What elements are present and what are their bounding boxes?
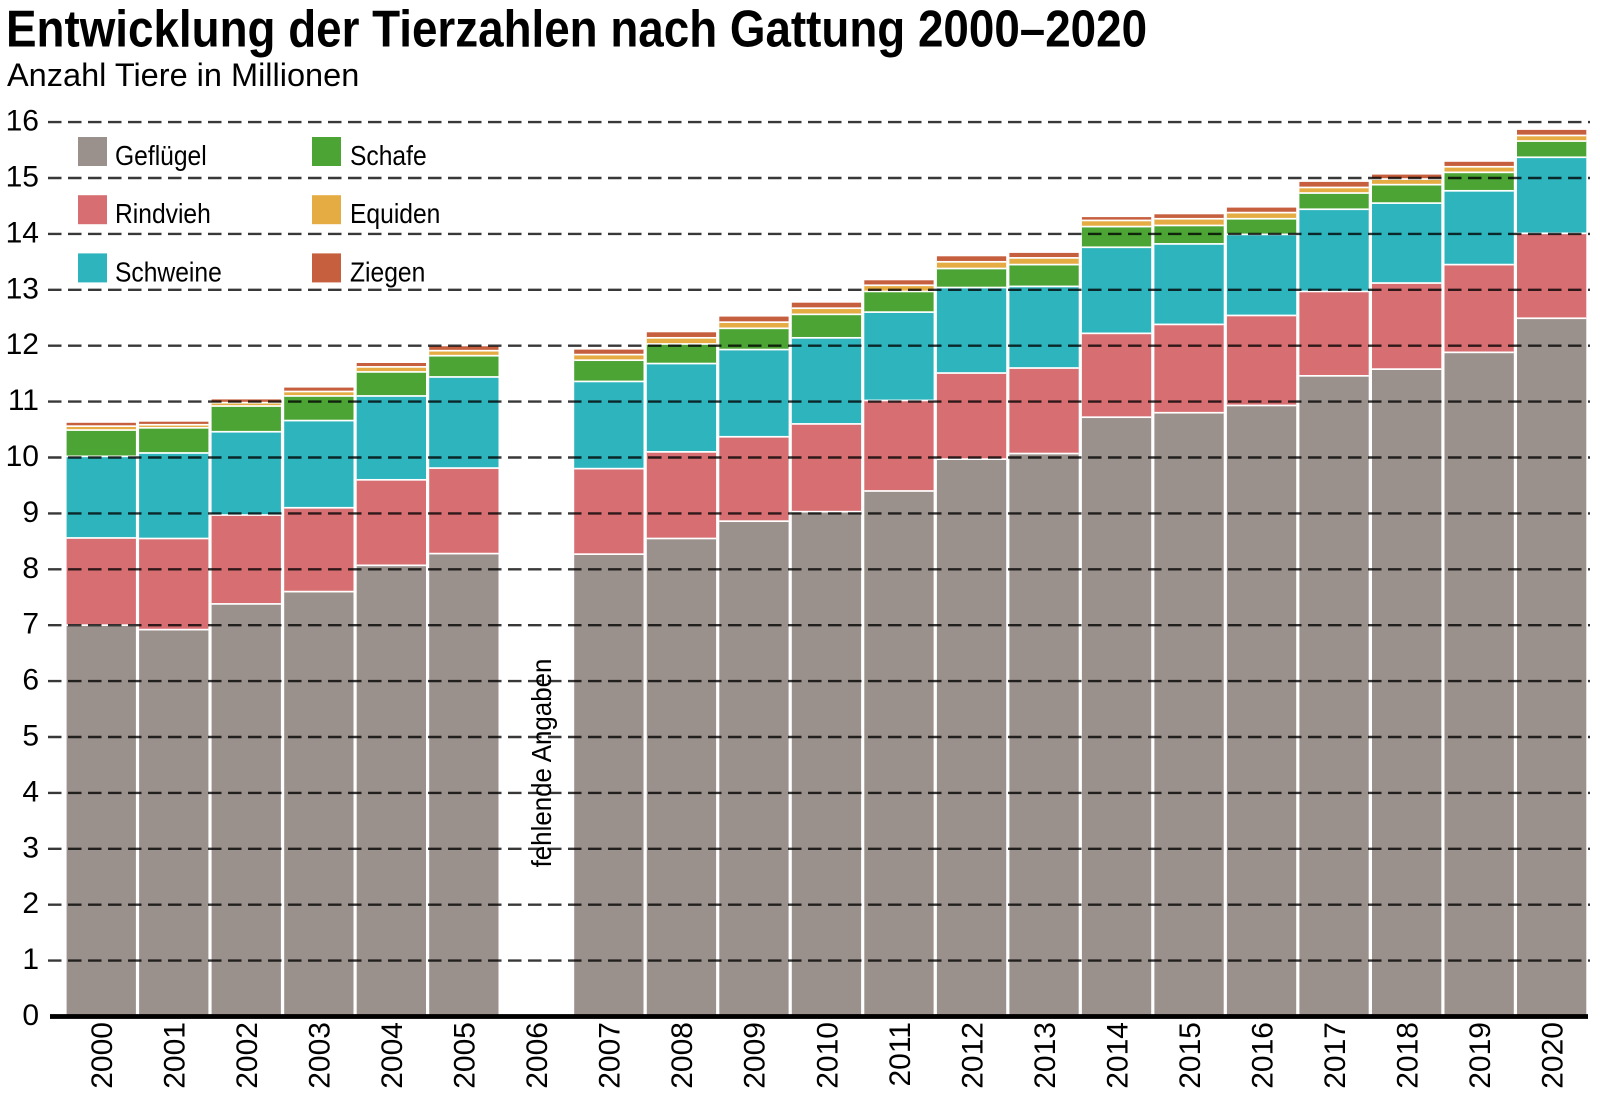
svg-text:10: 10 bbox=[6, 440, 39, 473]
svg-text:15: 15 bbox=[6, 161, 39, 194]
svg-text:2009: 2009 bbox=[739, 1022, 772, 1089]
svg-text:Geflügel: Geflügel bbox=[115, 140, 207, 172]
svg-text:2012: 2012 bbox=[956, 1022, 989, 1089]
svg-text:2015: 2015 bbox=[1174, 1022, 1207, 1089]
svg-text:9: 9 bbox=[22, 496, 39, 529]
svg-text:3: 3 bbox=[22, 831, 39, 864]
svg-text:4: 4 bbox=[22, 775, 39, 808]
svg-text:Rindvieh: Rindvieh bbox=[115, 198, 211, 230]
svg-text:2001: 2001 bbox=[159, 1022, 192, 1089]
svg-text:Equiden: Equiden bbox=[350, 198, 440, 230]
svg-text:Ziegen: Ziegen bbox=[350, 256, 425, 288]
svg-text:12: 12 bbox=[6, 328, 39, 361]
svg-text:2: 2 bbox=[22, 887, 39, 920]
svg-text:0: 0 bbox=[22, 999, 39, 1032]
svg-text:2005: 2005 bbox=[449, 1022, 482, 1089]
svg-text:2011: 2011 bbox=[884, 1022, 917, 1087]
svg-text:14: 14 bbox=[6, 216, 39, 249]
svg-text:2016: 2016 bbox=[1246, 1022, 1279, 1089]
svg-text:2014: 2014 bbox=[1101, 1022, 1134, 1089]
svg-text:6: 6 bbox=[22, 664, 39, 697]
svg-text:2020: 2020 bbox=[1537, 1022, 1570, 1089]
svg-text:fehlende Angaben: fehlende Angaben bbox=[526, 659, 557, 868]
svg-text:2013: 2013 bbox=[1029, 1022, 1062, 1089]
svg-text:2000: 2000 bbox=[86, 1022, 119, 1089]
svg-text:11: 11 bbox=[8, 384, 39, 417]
svg-text:2010: 2010 bbox=[811, 1022, 844, 1089]
svg-text:2003: 2003 bbox=[304, 1022, 337, 1089]
svg-text:2007: 2007 bbox=[594, 1022, 627, 1089]
svg-text:13: 13 bbox=[6, 272, 39, 305]
svg-text:Entwicklung der Tierzahlen nac: Entwicklung der Tierzahlen nach Gattung … bbox=[6, 1, 1147, 58]
svg-text:2017: 2017 bbox=[1319, 1022, 1352, 1089]
svg-text:5: 5 bbox=[22, 720, 39, 753]
svg-text:2018: 2018 bbox=[1391, 1022, 1424, 1089]
svg-text:Schweine: Schweine bbox=[115, 256, 222, 288]
svg-text:16: 16 bbox=[6, 105, 39, 138]
svg-text:Anzahl Tiere in Millionen: Anzahl Tiere in Millionen bbox=[7, 57, 359, 93]
svg-text:8: 8 bbox=[22, 552, 39, 585]
svg-text:2008: 2008 bbox=[666, 1022, 699, 1089]
svg-text:2019: 2019 bbox=[1464, 1022, 1497, 1089]
svg-text:Schafe: Schafe bbox=[350, 140, 427, 172]
svg-text:2006: 2006 bbox=[521, 1022, 554, 1089]
svg-text:2004: 2004 bbox=[376, 1022, 409, 1089]
svg-text:1: 1 bbox=[22, 943, 39, 976]
svg-text:7: 7 bbox=[22, 608, 39, 641]
svg-text:2002: 2002 bbox=[231, 1022, 264, 1089]
